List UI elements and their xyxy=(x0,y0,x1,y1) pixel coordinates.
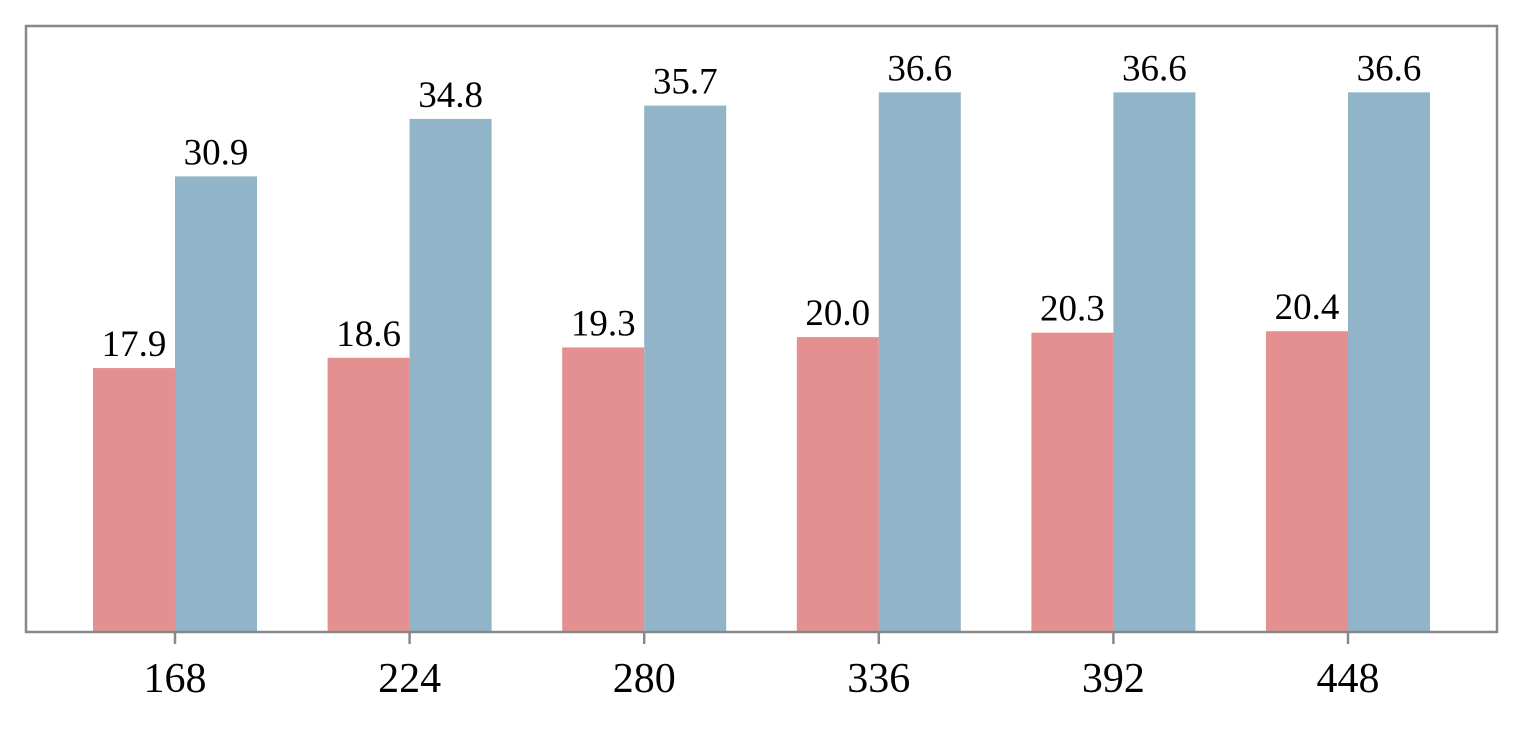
value-label: 20.3 xyxy=(1040,289,1105,330)
value-label: 35.7 xyxy=(653,62,718,103)
bar xyxy=(1113,92,1196,633)
bar xyxy=(796,337,879,632)
bar xyxy=(644,105,727,633)
value-label: 18.6 xyxy=(336,314,401,355)
bar xyxy=(878,92,961,633)
x-tick-label: 336 xyxy=(847,656,910,702)
value-label: 36.6 xyxy=(1357,48,1422,89)
bar xyxy=(175,176,257,632)
value-label: 36.6 xyxy=(887,48,952,89)
bar xyxy=(1031,332,1114,632)
x-tick-label: 224 xyxy=(378,656,441,702)
x-tick-label: 392 xyxy=(1082,656,1145,702)
value-label: 17.9 xyxy=(102,324,167,365)
bar xyxy=(93,368,175,632)
plot-frame xyxy=(24,24,1499,634)
x-tick-label: 280 xyxy=(613,656,676,702)
bar xyxy=(1266,331,1348,632)
bar xyxy=(409,118,492,633)
value-label: 20.4 xyxy=(1275,287,1340,328)
bar xyxy=(562,347,645,632)
value-label: 34.8 xyxy=(418,75,483,116)
value-label: 19.3 xyxy=(571,303,636,344)
bar xyxy=(1348,92,1430,633)
value-label: 30.9 xyxy=(184,132,249,173)
x-tick-label: 168 xyxy=(144,656,207,702)
x-tick-label: 448 xyxy=(1317,656,1380,702)
value-label: 36.6 xyxy=(1122,48,1187,89)
bar xyxy=(327,357,410,632)
value-label: 20.0 xyxy=(805,293,870,334)
